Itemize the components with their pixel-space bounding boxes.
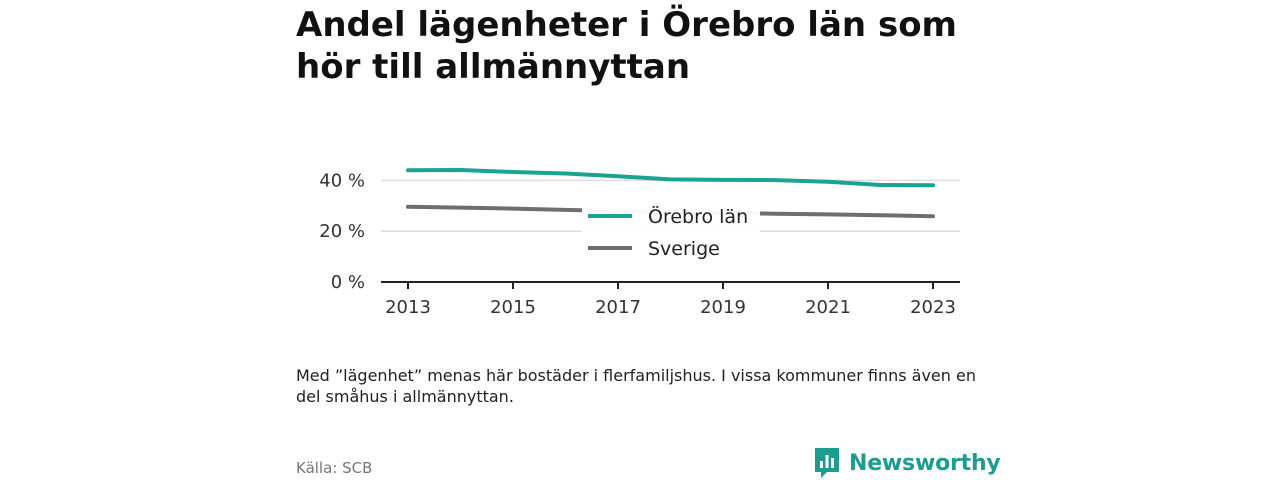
chart-note: Med ”lägenhet” menas här bostäder i fler… (296, 366, 976, 406)
y-tick-label: 40 % (319, 170, 365, 191)
newsworthy-logo-text: Newsworthy (849, 450, 1001, 476)
x-tick-label: 2015 (490, 297, 536, 318)
legend: Örebro län Sverige (582, 200, 760, 268)
legend-label: Sverige (648, 238, 720, 260)
y-tick-label: 0 % (331, 272, 365, 293)
chart-title: Andel lägenheter i Örebro län som hör ti… (296, 5, 957, 87)
x-tick-label: 2023 (910, 297, 956, 318)
legend-box (582, 200, 760, 268)
x-tick-label: 2019 (700, 297, 746, 318)
newsworthy-logo: Newsworthy (813, 446, 1001, 480)
source-label: Källa: SCB (296, 459, 373, 477)
y-tick-label: 20 % (319, 221, 365, 242)
x-tick-label: 2013 (385, 297, 431, 318)
x-tick-label: 2021 (805, 297, 851, 318)
series-line (406, 168, 935, 188)
axes: 0 % 20 % 40 % 2013 2015 2017 2019 2021 2023 (319, 170, 960, 318)
x-tick-label: 2017 (595, 297, 641, 318)
newsworthy-logo-icon (815, 448, 839, 478)
legend-label: Örebro län (648, 205, 748, 228)
